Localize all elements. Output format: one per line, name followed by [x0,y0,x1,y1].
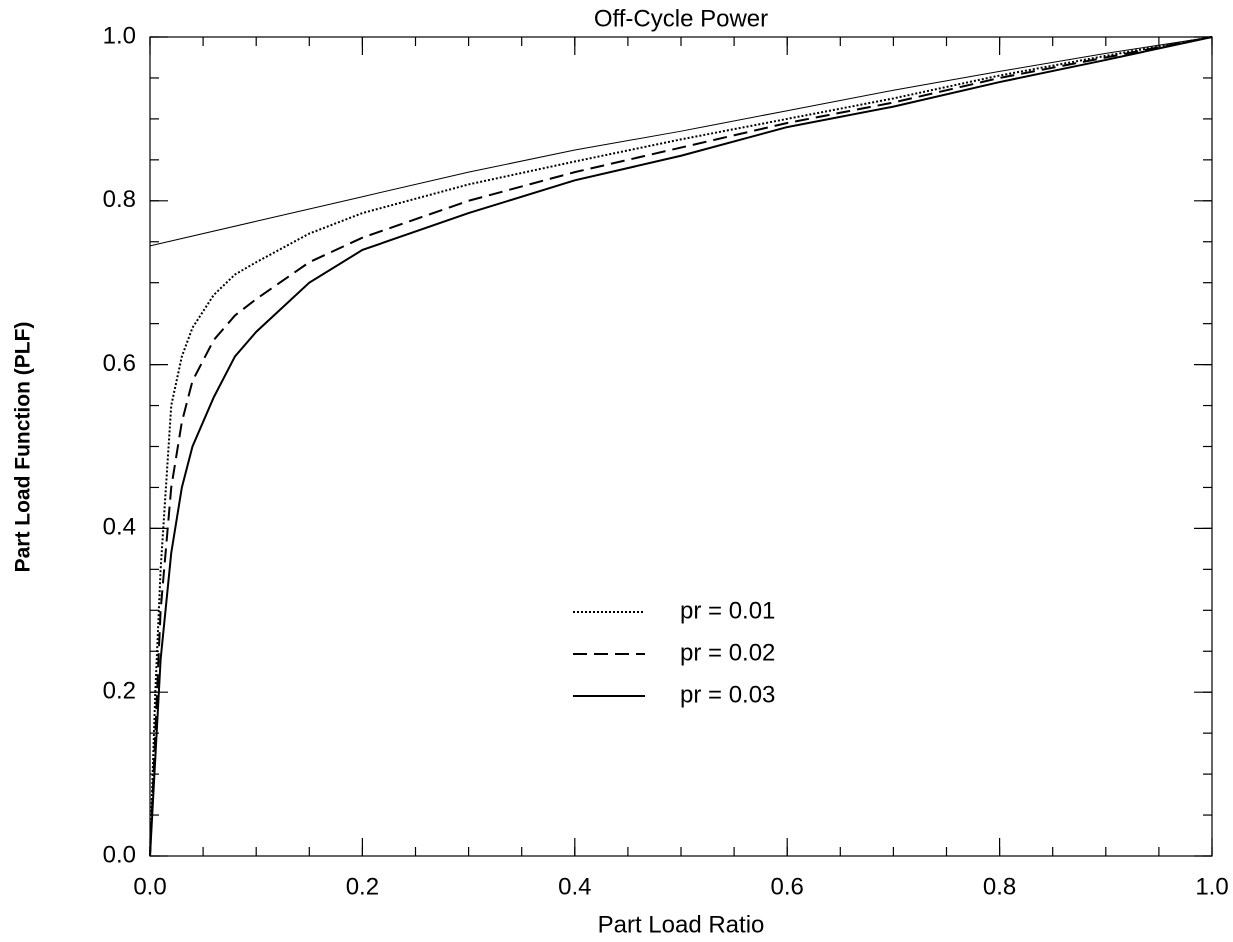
y-tick-label: 0.8 [103,186,136,213]
x-tick-label: 0.6 [771,873,804,900]
legend-label: pr = 0.02 [680,639,775,666]
x-axis-label: Part Load Ratio [598,911,765,938]
y-tick-label: 0.0 [103,841,136,868]
plot-frame [149,36,1213,857]
y-tick-label: 0.6 [103,350,136,377]
series-line [149,36,1213,247]
x-tick-label: 0.4 [558,873,591,900]
x-tick-label: 0.8 [983,873,1016,900]
x-tick-label: 1.0 [1195,873,1228,900]
y-tick-label: 0.2 [103,678,136,705]
series-line [149,36,1213,857]
x-tick-label: 0.2 [346,873,379,900]
y-axis-label: Part Load Function (PLF) [12,322,35,573]
y-tick-label: 1.0 [103,22,136,49]
x-tick-label: 0.0 [133,873,166,900]
legend-label: pr = 0.01 [680,597,775,624]
chart-title: Off-Cycle Power [594,5,768,32]
series-line [149,36,1213,857]
legend-label: pr = 0.03 [680,681,775,708]
y-tick-label: 0.4 [103,514,136,541]
series-line [149,36,1213,857]
